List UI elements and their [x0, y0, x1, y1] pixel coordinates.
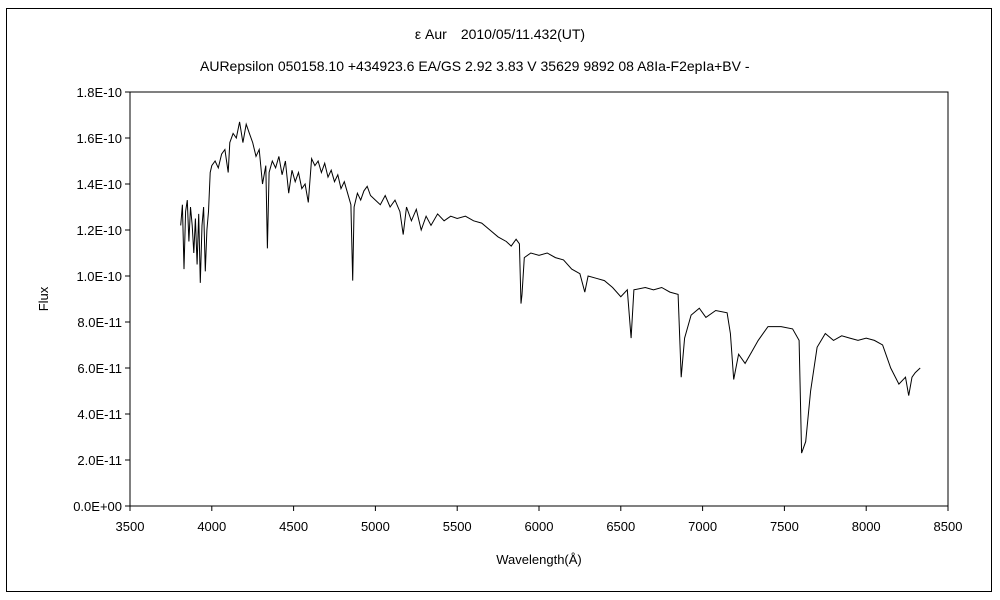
y-tick-label: 1.6E-10: [76, 131, 122, 146]
x-tick-label: 7000: [688, 519, 717, 534]
y-tick-label: 1.4E-10: [76, 177, 122, 192]
chart-title: ε Aur 2010/05/11.432(UT): [414, 26, 586, 42]
y-tick-label: 2.0E-11: [77, 453, 122, 468]
y-tick-label: 6.0E-11: [77, 361, 122, 376]
y-axis-label: Flux: [36, 286, 51, 311]
x-tick-label: 5500: [443, 519, 472, 534]
y-axis: 0.0E+00 2.0E-11 4.0E-11 6.0E-11 8.0E-11 1.0E-…: [73, 85, 130, 514]
x-tick-label: 5000: [361, 519, 390, 534]
x-tick-label: 6500: [606, 519, 635, 534]
y-tick-label: 1.8E-10: [76, 85, 122, 100]
plot-area: [129, 91, 949, 507]
y-tick-label: 4.0E-11: [77, 407, 122, 422]
y-tick-label: 8.0E-11: [77, 315, 122, 330]
x-tick-label: 7500: [770, 519, 799, 534]
chart-subtitle: AURepsilon 050158.10 +434923.6 EA/GS 2.9…: [200, 58, 750, 74]
x-tick-label: 4000: [197, 519, 226, 534]
spectrum-line: [180, 121, 921, 454]
x-tick-label: 3500: [116, 519, 145, 534]
x-axis: 3500 4000 4500 5000 5500 6000 6500 7000 7500 8000…: [116, 506, 963, 534]
y-tick-label: 1.0E-10: [76, 269, 122, 284]
y-tick-label: 0.0E+00: [73, 499, 122, 514]
x-tick-label: 8500: [934, 519, 963, 534]
x-tick-label: 6000: [525, 519, 554, 534]
x-axis-label: Wavelength(Å): [496, 552, 582, 567]
y-tick-label: 1.2E-10: [76, 223, 122, 238]
x-tick-label: 4500: [279, 519, 308, 534]
x-tick-label: 8000: [852, 519, 881, 534]
